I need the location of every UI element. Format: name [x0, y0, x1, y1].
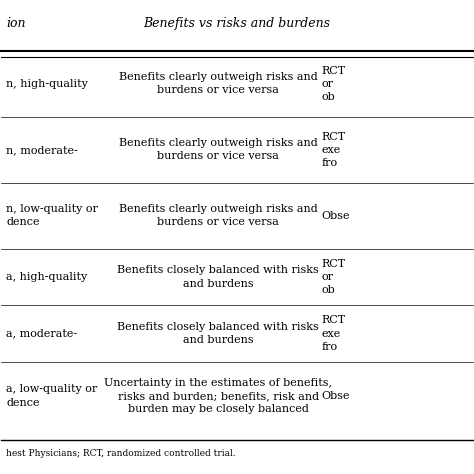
- Text: Benefits vs risks and burdens: Benefits vs risks and burdens: [144, 17, 330, 30]
- Text: hest Physicians; RCT, randomized controlled trial.: hest Physicians; RCT, randomized control…: [6, 449, 236, 458]
- Text: n, moderate-: n, moderate-: [6, 145, 78, 155]
- Text: a, low-quality or
dence: a, low-quality or dence: [6, 384, 97, 408]
- Text: n, high-quality: n, high-quality: [6, 79, 88, 89]
- Text: n, low-quality or
dence: n, low-quality or dence: [6, 204, 98, 228]
- Text: ion: ion: [6, 17, 26, 30]
- Text: RCT
exe
fro: RCT exe fro: [322, 315, 346, 352]
- Text: Benefits closely balanced with risks
and burdens: Benefits closely balanced with risks and…: [117, 265, 319, 289]
- Text: Benefits closely balanced with risks
and burdens: Benefits closely balanced with risks and…: [117, 322, 319, 345]
- Text: Benefits clearly outweigh risks and
burdens or vice versa: Benefits clearly outweigh risks and burd…: [119, 72, 318, 95]
- Text: Benefits clearly outweigh risks and
burdens or vice versa: Benefits clearly outweigh risks and burd…: [119, 138, 318, 162]
- Text: RCT
or
ob: RCT or ob: [322, 66, 346, 102]
- Text: Obse: Obse: [322, 391, 350, 401]
- Text: Obse: Obse: [322, 211, 350, 221]
- Text: Benefits clearly outweigh risks and
burdens or vice versa: Benefits clearly outweigh risks and burd…: [119, 204, 318, 228]
- Text: a, moderate-: a, moderate-: [6, 328, 77, 338]
- Text: Uncertainty in the estimates of benefits,
risks and burden; benefits, risk and
b: Uncertainty in the estimates of benefits…: [104, 378, 332, 414]
- Text: RCT
or
ob: RCT or ob: [322, 259, 346, 295]
- Text: a, high-quality: a, high-quality: [6, 272, 87, 282]
- Text: RCT
exe
fro: RCT exe fro: [322, 132, 346, 168]
